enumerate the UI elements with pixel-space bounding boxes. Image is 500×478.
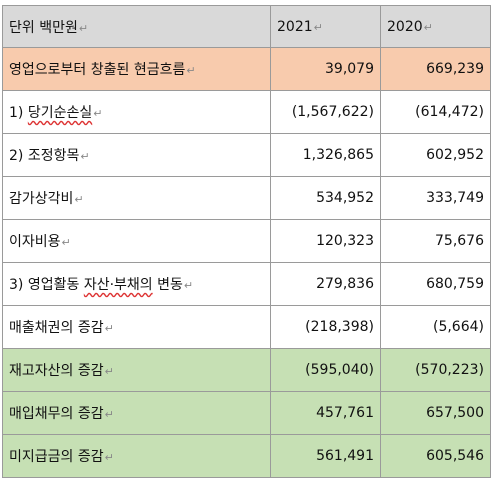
- row-label: 3) 영업활동 자산·부채의 변동↵: [2, 262, 271, 306]
- row-number: 3): [9, 277, 24, 293]
- return-arrow-icon: ↵: [80, 150, 90, 163]
- return-arrow-icon: ↵: [186, 64, 196, 77]
- value-2021: (1,567,622): [270, 90, 381, 134]
- row-label: 매입채무의 증감↵: [2, 391, 271, 435]
- value-2021: 457,761: [270, 391, 381, 435]
- value-2020: (614,472): [380, 90, 491, 134]
- value-2020: 657,500: [380, 391, 491, 435]
- return-arrow-icon: ↵: [104, 322, 114, 335]
- value-2021: 561,491: [270, 434, 381, 478]
- row-label: 이자비용↵: [2, 219, 271, 263]
- year-2020-header: 2020↵: [380, 5, 491, 48]
- row-label: 2) 조정항목↵: [2, 133, 271, 177]
- table-row: 영업으로부터 창출된 현금흐름↵ 39,079 669,239: [2, 47, 491, 91]
- return-arrow-icon: ↵: [104, 451, 114, 464]
- value-2021: 39,079: [270, 47, 381, 91]
- value-2021: 1,326,865: [270, 133, 381, 177]
- value-2021: (218,398): [270, 305, 381, 349]
- return-arrow-icon: ↵: [104, 408, 114, 421]
- value-2020: 75,676: [380, 219, 491, 263]
- row-label: 매출채권의 증감↵: [2, 305, 271, 349]
- value-2020: 680,759: [380, 262, 491, 306]
- return-arrow-icon: ↵: [93, 107, 103, 120]
- value-2020: 602,952: [380, 133, 491, 177]
- value-2020: 333,749: [380, 176, 491, 220]
- value-2020: 605,546: [380, 434, 491, 478]
- row-number: 1): [9, 105, 24, 121]
- value-2020: 669,239: [380, 47, 491, 91]
- value-2021: 279,836: [270, 262, 381, 306]
- table-row: 매출채권의 증감↵ (218,398) (5,664): [2, 305, 491, 349]
- table-row: 미지급금의 증감↵ 561,491 605,546: [2, 434, 491, 478]
- table-row: 1) 당기순손실↵ (1,567,622) (614,472): [2, 90, 491, 134]
- return-arrow-icon: ↵: [78, 21, 89, 35]
- table-row: 매입채무의 증감↵ 457,761 657,500: [2, 391, 491, 435]
- row-label: 영업으로부터 창출된 현금흐름↵: [2, 47, 271, 91]
- table-row: 3) 영업활동 자산·부채의 변동↵ 279,836 680,759: [2, 262, 491, 306]
- unit-label-cell: 단위 백만원↵: [2, 5, 271, 48]
- table-row: 재고자산의 증감↵ (595,040) (570,223): [2, 348, 491, 392]
- return-arrow-icon: ↵: [183, 279, 194, 292]
- table-row: 감가상각비↵ 534,952 333,749: [2, 176, 491, 220]
- return-arrow-icon: ↵: [74, 193, 84, 206]
- table-row: 이자비용↵ 120,323 75,676: [2, 219, 491, 263]
- cash-flow-table: 단위 백만원↵ 2021↵ 2020↵ 영업으로부터 창출된 현금흐름↵ 39,…: [2, 5, 491, 478]
- row-label: 1) 당기순손실↵: [2, 90, 271, 134]
- row-label: 미지급금의 증감↵: [2, 434, 271, 478]
- return-arrow-icon: ↵: [313, 20, 323, 34]
- row-label: 재고자산의 증감↵: [2, 348, 271, 392]
- value-2021: (595,040): [270, 348, 381, 392]
- value-2021: 120,323: [270, 219, 381, 263]
- year-2021-header: 2021↵: [270, 5, 381, 48]
- value-2021: 534,952: [270, 176, 381, 220]
- return-arrow-icon: ↵: [61, 236, 71, 249]
- return-arrow-icon: ↵: [104, 365, 114, 378]
- table-row: 2) 조정항목↵ 1,326,865 602,952: [2, 133, 491, 177]
- table-header-row: 단위 백만원↵ 2021↵ 2020↵: [2, 5, 491, 48]
- row-number: 2): [9, 148, 24, 164]
- row-label: 감가상각비↵: [2, 176, 271, 220]
- value-2020: (5,664): [380, 305, 491, 349]
- value-2020: (570,223): [380, 348, 491, 392]
- return-arrow-icon: ↵: [423, 20, 433, 34]
